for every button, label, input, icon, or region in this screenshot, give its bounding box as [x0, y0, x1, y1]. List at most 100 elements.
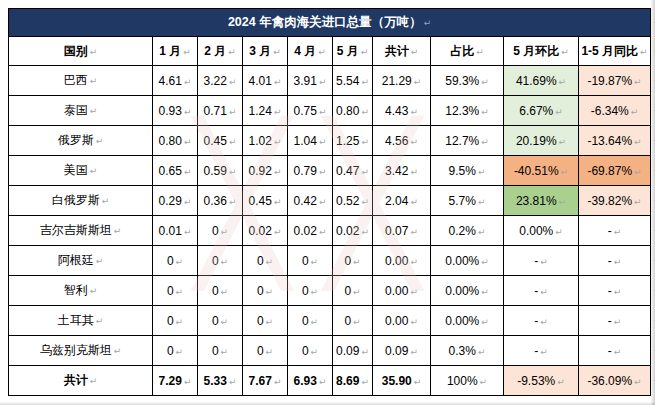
end-of-cell-mark: ↵	[414, 77, 422, 87]
cell-text: 3.42	[385, 164, 408, 178]
cell-text: 6.67%	[519, 104, 553, 118]
cell-text: -	[608, 284, 612, 298]
value-cell: 0↵	[198, 246, 243, 276]
value-cell: -9.53%↵	[504, 366, 579, 396]
value-cell: -↵	[579, 336, 651, 366]
value-cell: 0.75↵	[288, 96, 333, 126]
cell-text: 5.7%	[449, 194, 476, 208]
cell-text: 9.5%	[449, 164, 476, 178]
cell-text: 0.00	[385, 254, 408, 268]
end-of-cell-mark: ↵	[274, 107, 282, 117]
cell-text: 0.3%	[449, 344, 476, 358]
cell-text: 0	[257, 254, 264, 268]
column-header-6: 共计↵	[373, 37, 431, 66]
value-cell: 7.67↵	[243, 366, 288, 396]
value-cell: -↵	[504, 336, 579, 366]
end-of-cell-mark: ↵	[481, 317, 489, 327]
end-of-cell-mark: ↵	[631, 107, 639, 117]
column-header-8: 5 月环比↵	[504, 37, 579, 66]
value-cell: 3.91↵	[288, 66, 333, 96]
value-cell: -↵	[504, 246, 579, 276]
table-row: 白俄罗斯↵0.29↵0.36↵0.45↵0.42↵0.52↵2.04↵5.7%↵…	[9, 186, 655, 216]
end-of-cell-mark: ↵	[480, 377, 488, 387]
value-cell: 0.92↵	[243, 156, 288, 186]
value-cell: -36.09%↵	[579, 366, 651, 396]
cell-text: -	[608, 344, 612, 358]
cell-text: 白俄罗斯	[52, 193, 100, 207]
value-cell: -↵	[504, 276, 579, 306]
value-cell: 0.47↵	[333, 156, 373, 186]
cell-text: 0	[302, 284, 309, 298]
value-cell: 1.25↵	[333, 126, 373, 156]
value-cell: 0.3%↵	[431, 336, 504, 366]
value-cell: 5.54↵	[333, 66, 373, 96]
end-of-cell-mark: ↵	[481, 287, 489, 297]
country-cell: 乌兹别克斯坦↵	[9, 336, 153, 366]
table-row: 巴西↵4.61↵3.22↵4.01↵3.91↵5.54↵21.29↵59.3%↵…	[9, 66, 655, 96]
end-of-cell-mark: ↵	[411, 47, 419, 57]
value-cell: 0↵	[288, 246, 333, 276]
cell-text: 0.02	[249, 224, 272, 238]
value-cell: 0.80↵	[333, 96, 373, 126]
cell-text: 4.56	[385, 134, 408, 148]
cell-text: 乌兹别克斯坦	[40, 343, 112, 357]
value-cell: 0↵	[198, 306, 243, 336]
cell-text: 0	[212, 344, 219, 358]
end-of-cell-mark: ↵	[221, 287, 229, 297]
value-cell: 0↵	[153, 306, 198, 336]
end-of-cell-mark: ↵	[353, 317, 361, 327]
country-cell: 美国↵	[9, 156, 153, 186]
cell-text: 0	[212, 314, 219, 328]
cell-text: 4.43	[385, 104, 408, 118]
end-of-cell-mark: ↵	[229, 107, 237, 117]
end-of-cell-mark: ↵	[319, 77, 327, 87]
end-of-cell-mark: ↵	[319, 107, 327, 117]
column-header-2: 2 月↵	[198, 37, 243, 66]
end-of-cell-mark: ↵	[90, 76, 98, 86]
column-header-4: 4 月↵	[288, 37, 333, 66]
cell-text: 0.09	[336, 344, 359, 358]
end-of-cell-mark: ↵	[540, 317, 548, 327]
cell-text: 3.22	[204, 74, 227, 88]
value-cell: 0.07↵	[373, 216, 431, 246]
cell-text: 0.00%	[445, 254, 479, 268]
cell-text: 35.90	[382, 374, 412, 388]
value-cell: -19.87%↵	[579, 66, 651, 96]
cell-text: 0.45	[249, 194, 272, 208]
value-cell: 0↵	[288, 336, 333, 366]
page-right-edge-shadow	[651, 0, 655, 405]
end-of-cell-mark: ↵	[424, 18, 432, 28]
cell-text: 0	[344, 314, 351, 328]
country-cell: 智利↵	[9, 276, 153, 306]
table-row: 阿根廷↵0↵0↵0↵0↵0↵0.00↵0.00%↵-↵-↵↵	[9, 246, 655, 276]
end-of-cell-mark: ↵	[614, 227, 622, 237]
end-of-cell-mark: ↵	[319, 377, 327, 387]
cell-text: 0.93	[159, 104, 182, 118]
end-of-cell-mark: ↵	[361, 227, 369, 237]
end-of-cell-mark: ↵	[540, 347, 548, 357]
end-of-cell-mark: ↵	[229, 377, 237, 387]
end-of-cell-mark: ↵	[90, 47, 98, 57]
cell-text: -39.82%	[587, 194, 632, 208]
end-of-cell-mark: ↵	[266, 287, 274, 297]
value-cell: 0.79↵	[288, 156, 333, 186]
cell-text: 4.01	[249, 74, 272, 88]
end-of-cell-mark: ↵	[555, 107, 563, 117]
end-of-cell-mark: ↵	[353, 287, 361, 297]
end-of-cell-mark: ↵	[559, 77, 567, 87]
column-header-label: 5 月环比	[513, 44, 559, 58]
value-cell: 0.00↵	[373, 276, 431, 306]
value-cell: 0↵	[153, 336, 198, 366]
end-of-cell-mark: ↵	[361, 47, 369, 57]
cell-text: 5.33	[204, 374, 227, 388]
value-cell: 0↵	[243, 246, 288, 276]
end-of-cell-mark: ↵	[555, 227, 563, 237]
cell-text: 6.93	[294, 374, 317, 388]
value-cell: 0.80↵	[153, 126, 198, 156]
cell-text: -	[608, 314, 612, 328]
end-of-cell-mark: ↵	[614, 347, 622, 357]
value-cell: 1.04↵	[288, 126, 333, 156]
country-cell: 白俄罗斯↵	[9, 186, 153, 216]
value-cell: 0.00%↵	[504, 216, 579, 246]
end-of-cell-mark: ↵	[640, 47, 648, 57]
